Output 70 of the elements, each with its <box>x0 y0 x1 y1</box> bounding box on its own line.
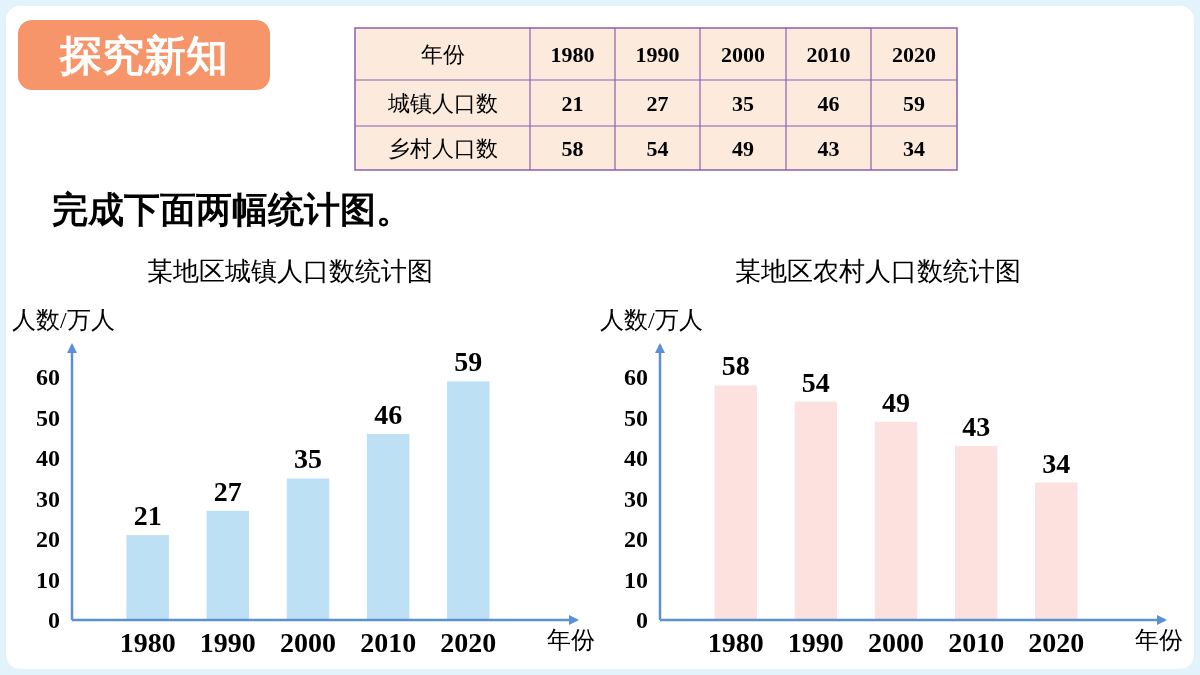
data-label: 21 <box>133 500 162 532</box>
x-axis-title: 年份 <box>420 42 465 67</box>
x-tick-label: 2020 <box>1028 627 1085 658</box>
x-tick-label: 2000 <box>721 42 765 67</box>
bar <box>874 421 918 620</box>
y-tick-label: 城镇人口数 <box>386 91 498 116</box>
y-tick-label: 20 <box>624 526 648 553</box>
data-label: 49 <box>882 386 910 418</box>
bar <box>286 478 330 620</box>
text: 探究新知 <box>58 33 228 79</box>
chart-title: 某地区城镇人口数统计图 <box>147 257 433 286</box>
x-axis-title: 年份 <box>1135 627 1183 653</box>
data-label: 43 <box>962 411 991 443</box>
x-tick-label: 1990 <box>199 627 256 658</box>
y-tick-label: 0 <box>636 607 648 633</box>
y-tick-label: 0 <box>48 607 60 633</box>
x-tick-label: 2010 <box>360 627 417 658</box>
y-tick-label: 60 <box>624 364 648 391</box>
data-label: 59 <box>903 91 925 116</box>
x-tick-label: 1980 <box>119 627 176 658</box>
x-tick-label: 2000 <box>280 627 336 658</box>
x-tick-label: 2020 <box>440 627 497 658</box>
data-label: 49 <box>732 136 754 161</box>
data-label: 27 <box>213 475 242 507</box>
y-tick-label: 30 <box>36 485 60 512</box>
data-label: 35 <box>294 443 322 475</box>
y-tick-label: 乡村人口数 <box>387 136 498 161</box>
data-label: 34 <box>1042 447 1071 479</box>
x-tick-label: 1990 <box>635 42 680 67</box>
data-label: 21 <box>561 91 584 116</box>
data-label: 58 <box>721 350 750 382</box>
chart-title: 某地区农村人口数统计图 <box>735 257 1021 286</box>
bar <box>447 381 490 620</box>
bar <box>1035 482 1078 620</box>
y-tick-label: 50 <box>624 404 648 431</box>
bar <box>126 535 169 620</box>
y-tick-label: 10 <box>36 566 60 593</box>
data-label: 35 <box>732 91 754 116</box>
bar <box>366 433 410 620</box>
bar <box>794 401 838 620</box>
data-label: 59 <box>454 346 483 378</box>
y-tick-label: 60 <box>36 364 60 391</box>
y-tick-label: 40 <box>624 445 648 472</box>
y-tick-label: 20 <box>36 526 60 553</box>
x-tick-label: 2010 <box>948 627 1005 658</box>
text: 完成下面两幅统计图。 <box>52 190 412 230</box>
data-label: 27 <box>646 91 669 116</box>
data-label: 54 <box>801 366 830 398</box>
data-label: 34 <box>903 136 925 161</box>
y-tick-label: 30 <box>624 485 648 512</box>
x-tick-label: 2000 <box>868 627 924 658</box>
bar <box>714 385 757 620</box>
y-tick-label: 40 <box>36 445 60 472</box>
data-label: 46 <box>374 398 403 430</box>
y-axis-title: 人数/万人 <box>600 307 703 333</box>
data-label: 58 <box>561 136 584 161</box>
x-tick-label: 2010 <box>806 42 851 67</box>
x-tick-label: 1990 <box>787 627 844 658</box>
data-label: 54 <box>646 136 669 161</box>
bar <box>954 446 998 620</box>
y-tick-label: 50 <box>36 404 60 431</box>
data-label: 43 <box>817 136 840 161</box>
bar <box>206 510 250 620</box>
x-tick-label: 1980 <box>550 42 595 67</box>
x-tick-label: 1980 <box>707 627 764 658</box>
y-tick-label: 10 <box>624 566 648 593</box>
x-axis-title: 年份 <box>547 627 595 653</box>
x-tick-label: 2020 <box>892 42 936 67</box>
y-axis-title: 人数/万人 <box>12 307 115 333</box>
data-label: 46 <box>817 91 840 116</box>
